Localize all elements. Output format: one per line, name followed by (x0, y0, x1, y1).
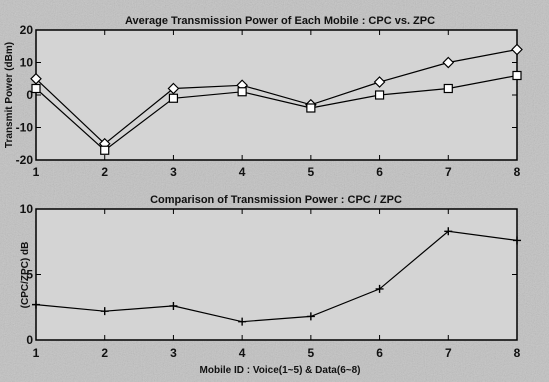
bottom-series-plus-point (32, 300, 40, 309)
top-chart-title: Average Transmission Power of Each Mobil… (125, 15, 435, 27)
bottom-x-tick-label: 1 (33, 346, 40, 360)
top-x-tick-label: 3 (170, 165, 177, 179)
bottom-series-plus-point (169, 301, 178, 310)
top-panel: -20 -10 0 10 20 1 2 3 4 5 6 7 8 Average Transmission… (4, 15, 523, 179)
top-plot-area (35, 29, 518, 161)
bottom-y-tick-label: 0 (26, 333, 33, 347)
top-x-tick-label: 8 (514, 165, 521, 179)
bottom-x-tick-label: 5 (308, 346, 315, 360)
top-series-square-point (512, 70, 522, 81)
top-series-square-point (31, 83, 41, 94)
bottom-panel: 0 5 10 1 2 3 4 5 6 7 8 Comparison of Transmission … (20, 194, 521, 376)
top-series-square-point (100, 145, 110, 155)
top-x-tick-label: 5 (308, 165, 315, 179)
top-y-tick-label: -10 (16, 121, 34, 135)
top-y-tick-label: 10 (20, 56, 34, 70)
bottom-x-tick-label: 6 (376, 346, 383, 360)
bottom-y-tick-label: 5 (26, 268, 33, 282)
top-y-tick-label: -20 (16, 153, 34, 167)
bottom-series-plus-point (444, 227, 453, 236)
bottom-x-tick-label: 7 (445, 346, 452, 360)
top-series-diamond-point (373, 76, 386, 88)
top-x-tick-label: 1 (33, 165, 40, 179)
bottom-x-tick-label: 8 (514, 346, 521, 360)
bottom-series-plus-point (238, 317, 247, 326)
bottom-plot-area (35, 208, 518, 341)
bottom-series-plus-point (513, 236, 521, 245)
top-series-square-point (443, 83, 453, 94)
bottom-y-axis-label: (CPC/ZPC) dB (20, 242, 31, 309)
top-series-diamond-point (442, 56, 455, 69)
top-series-square-line (35, 74, 518, 152)
top-x-tick-label: 4 (239, 165, 246, 179)
top-series-diamond-line (35, 48, 518, 145)
top-series-square-point (168, 93, 179, 103)
top-y-tick-label: 0 (26, 88, 33, 102)
bottom-series-plus-point (100, 307, 109, 316)
top-series-diamond-point (167, 82, 180, 95)
bottom-x-axis-label: Mobile ID : Voice(1~5) & Data(6~8) (200, 365, 361, 376)
top-y-tick-label: 20 (20, 23, 34, 37)
bottom-x-tick-label: 4 (239, 346, 246, 360)
top-series-square-point (374, 90, 385, 100)
top-y-axis-label: Transmit Power (dBm) (4, 42, 15, 148)
bottom-series-plus-point (375, 284, 384, 293)
top-x-tick-label: 7 (445, 165, 452, 179)
top-x-tick-label: 6 (376, 165, 383, 179)
bottom-chart-title: Comparison of Transmission Power : CPC /… (150, 194, 402, 206)
bottom-x-tick-label: 3 (170, 346, 177, 360)
bottom-series-plus-point (306, 312, 315, 321)
bottom-x-tick-label: 2 (101, 346, 108, 360)
top-series-square-point (306, 103, 316, 113)
top-series-square-point (237, 87, 247, 97)
top-x-tick-label: 2 (101, 165, 108, 179)
bottom-series-plus-line (35, 230, 518, 323)
top-series-diamond-point (30, 72, 42, 85)
bottom-y-tick-label: 10 (20, 202, 34, 216)
top-series-diamond-point (511, 43, 523, 56)
